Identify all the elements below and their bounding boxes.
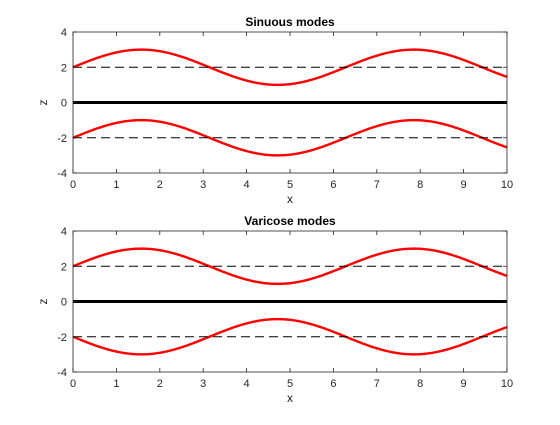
top-series-upper-interface [72,48,508,87]
bottom-xtick-label: 1 [113,378,119,390]
bottom-chart: 0 1 2 3 4 5 6 7 8 9 10 -4 -2 0 2 4 Varicose modes x z [36,214,513,405]
bottom-xtick-label: 8 [417,378,423,390]
top-xtick-label: 8 [417,179,423,191]
bottom-xtick-label: 3 [200,378,206,390]
top-ytick-label: 4 [61,27,67,39]
bottom-xtick-label: 9 [461,378,467,390]
top-xtick-label: 6 [330,179,336,191]
top-xtick-label: 2 [157,179,163,191]
bottom-ytick-label: 2 [61,261,67,273]
bottom-xtick-label: 4 [244,378,250,390]
top-xtick-label: 7 [374,179,380,191]
bottom-ytick-label: -4 [57,367,67,379]
top-y-axis-label: z [36,100,50,106]
bottom-ytick-label: 0 [61,297,67,309]
bottom-y-axis-label: z [36,299,50,305]
top-ytick-label: -2 [57,133,67,145]
top-ytick-label: 0 [61,98,67,110]
top-chart-title: Sinuous modes [245,15,335,29]
bottom-xtick-label: 7 [374,378,380,390]
top-chart: 0 1 2 3 4 5 6 7 8 9 10 -4 -2 0 2 4 Sinuous modes x z [36,15,513,206]
top-series-lower-interface [72,118,508,157]
top-xtick-label: 9 [461,179,467,191]
top-xtick-label: 1 [113,179,119,191]
top-x-axis-label: x [287,192,293,206]
bottom-series-upper-interface [72,247,508,286]
bottom-xtick-label: 6 [330,378,336,390]
bottom-xtick-label: 2 [157,378,163,390]
bottom-xtick-label: 5 [287,378,293,390]
bottom-ytick-label: 4 [61,226,67,238]
top-xtick-label: 3 [200,179,206,191]
top-xtick-label: 0 [70,179,76,191]
bottom-xtick-label: 0 [70,378,76,390]
top-xtick-label: 10 [501,179,513,191]
bottom-x-axis-label: x [287,391,293,405]
top-xtick-label: 4 [244,179,250,191]
top-xtick-label: 5 [287,179,293,191]
bottom-ytick-label: -2 [57,332,67,344]
bottom-series-lower-interface [72,317,508,356]
bottom-chart-title: Varicose modes [244,214,336,228]
bottom-xtick-label: 10 [501,378,513,390]
top-ytick-label: 2 [61,62,67,74]
top-ytick-label: -4 [57,168,67,180]
